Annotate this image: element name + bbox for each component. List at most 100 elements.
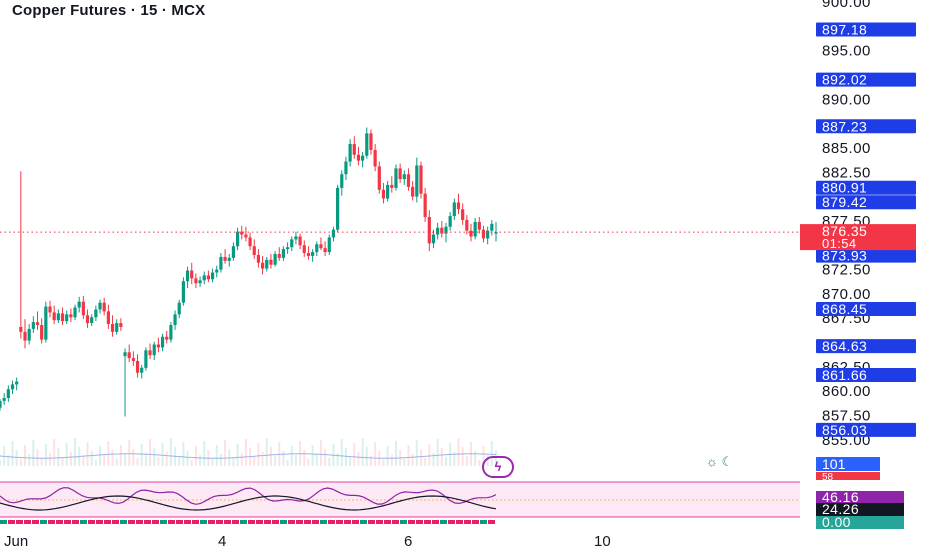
volume-bar (386, 446, 389, 466)
candle-body (6, 389, 10, 399)
volume-bar (482, 446, 485, 466)
volume-bar (365, 447, 368, 466)
lightning-icon[interactable]: ϟ (482, 456, 514, 478)
volume-bar (199, 455, 202, 466)
volume-bar (232, 458, 235, 466)
indicator-histogram-bar (152, 520, 159, 524)
candle-body (115, 323, 119, 332)
candle-body (440, 227, 444, 234)
candle-body (477, 221, 481, 230)
candle-body (352, 144, 356, 155)
volume-bar (286, 460, 289, 466)
session-icons[interactable]: ☼ ☾ (706, 454, 733, 470)
volume-bar (411, 454, 414, 466)
price-marker-label: 880.91 (822, 180, 867, 196)
candle-body (52, 312, 56, 321)
volume-bar (236, 444, 239, 466)
candle-body (281, 249, 286, 258)
volume-layer (0, 438, 497, 466)
candle-body (315, 244, 319, 253)
volume-bar (444, 457, 447, 466)
price-tick-label: 882.50 (822, 164, 871, 181)
candle-body (452, 202, 456, 217)
candle-body (98, 302, 102, 310)
candle-body (402, 174, 406, 180)
candle-body (469, 230, 473, 237)
volume-bar (440, 448, 443, 466)
candle-body (2, 398, 6, 401)
candle-body (127, 352, 131, 359)
sun-icon: ☼ (706, 454, 718, 469)
volume-bar (36, 449, 39, 466)
indicator-pane (0, 481, 800, 524)
candle-body (323, 248, 327, 253)
indicator-value-label: 24.26 (822, 501, 859, 517)
candle-body (119, 323, 123, 327)
candle-body (123, 352, 127, 357)
volume-bar (495, 450, 497, 466)
indicator-histogram-bar (248, 520, 255, 524)
candle-body (340, 174, 344, 188)
candle-body (365, 133, 369, 156)
price-marker-label: 892.02 (822, 72, 867, 88)
volume-bar (90, 451, 93, 466)
indicator-histogram-bar (216, 520, 223, 524)
candle-body (244, 234, 248, 238)
candle-body (265, 259, 269, 269)
volume-bar (453, 452, 456, 466)
volume-bar (224, 440, 227, 466)
volume-bar (461, 447, 464, 466)
candle-body (215, 269, 219, 273)
candle-body (73, 307, 77, 318)
price-axis: 900.00895.00890.00885.00882.50877.50872.… (800, 0, 916, 530)
candle-body (23, 331, 27, 341)
volume-bar (7, 455, 10, 466)
volume-bar (182, 442, 185, 466)
indicator-histogram-bar (208, 520, 215, 524)
chart-title: Copper Futures · 15 · MCX (12, 2, 206, 19)
indicator-value-tag (816, 503, 904, 516)
price-marker-tag (816, 180, 916, 195)
price-tick-label: 895.00 (822, 43, 871, 60)
volume-bar (428, 444, 431, 466)
candle-body (77, 301, 81, 308)
volume-bar (324, 449, 327, 466)
candle-body (206, 275, 211, 280)
indicator-histogram-bar (352, 520, 359, 524)
volume-bar (65, 443, 68, 466)
volume-bar (186, 451, 189, 466)
candle-body (465, 219, 469, 231)
volume-bar (303, 450, 306, 466)
candle-body (473, 221, 477, 237)
candle-body (456, 202, 461, 210)
candle-body (81, 301, 85, 316)
candle-body (160, 336, 165, 348)
candle-body (10, 384, 15, 390)
indicator-histogram-bar (144, 520, 151, 524)
countdown-label: 01:54 (822, 236, 857, 251)
indicator-histogram-bar (272, 520, 279, 524)
indicator-histogram-bar (72, 520, 79, 524)
indicator-histogram-bar (472, 520, 479, 524)
candle-body (302, 245, 306, 254)
indicator-histogram-bar (480, 520, 487, 524)
volume-bar (307, 459, 310, 466)
price-marker-label: 868.45 (822, 301, 867, 317)
moon-icon: ☾ (721, 454, 734, 469)
volume-bar (465, 456, 468, 466)
candle-body (35, 322, 40, 326)
price-marker-tag (816, 248, 916, 263)
indicator-slow-line (0, 495, 497, 511)
price-marker-tag (816, 422, 916, 437)
candle-body (106, 311, 110, 325)
candle-body (227, 257, 231, 261)
candle-body (223, 256, 227, 261)
candle-body (94, 309, 98, 318)
indicator-histogram-bar (432, 520, 439, 524)
candle-body (356, 154, 361, 161)
candle-body (331, 229, 336, 238)
candle-body (461, 209, 465, 220)
indicator-histogram-bar (8, 520, 15, 524)
